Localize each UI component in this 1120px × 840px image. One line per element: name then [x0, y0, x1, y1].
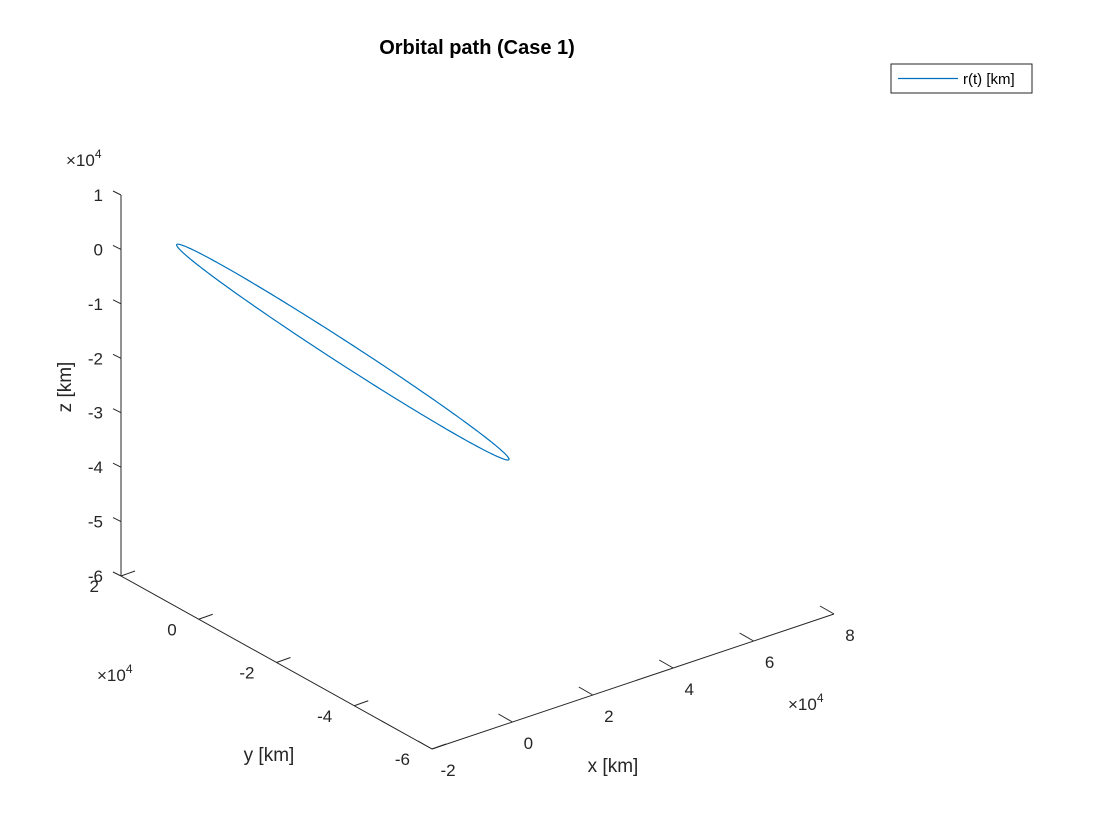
- z-multiplier: ×104: [66, 147, 102, 170]
- z-tick-mark: [112, 244, 122, 250]
- z-tick-mark: [112, 190, 122, 196]
- x-tick-label: 8: [845, 626, 854, 645]
- z-tick-mark: [112, 299, 122, 305]
- y-tick-mark: [276, 657, 291, 663]
- x-tick-label: 2: [604, 707, 613, 726]
- z-tick-mark: [112, 462, 122, 468]
- y-axis-label: y [km]: [244, 745, 295, 766]
- z-tick-label: -3: [88, 404, 103, 423]
- z-axis-label: z [km]: [55, 362, 76, 413]
- x-tick-mark: [658, 659, 674, 669]
- x-tick-label: 0: [524, 734, 533, 753]
- y-tick-mark: [354, 700, 369, 707]
- z-tick-label: 1: [94, 186, 103, 205]
- x-tick-mark: [498, 713, 513, 723]
- x-multiplier: ×104: [788, 691, 824, 714]
- legend-entry-label: r(t) [km]: [963, 71, 1015, 88]
- x-multiplier-base: ×10: [788, 695, 817, 714]
- y-tick-label: 2: [90, 577, 99, 596]
- z-tick-label: -1: [88, 295, 103, 314]
- x-axis-line: [431, 613, 835, 750]
- legend[interactable]: r(t) [km]: [890, 63, 1033, 94]
- y-tick-label: -4: [317, 707, 332, 726]
- z-tick-label: -5: [88, 513, 103, 532]
- y-tick-mark: [198, 613, 213, 620]
- y-multiplier-base: ×10: [97, 666, 126, 685]
- z-tick-mark: [112, 408, 122, 414]
- axes-3d: [120, 195, 835, 750]
- z-tick-mark: [112, 571, 122, 577]
- x-tick-label: 4: [684, 680, 693, 699]
- y-tick-mark: [120, 570, 136, 577]
- x-tick-mark: [739, 632, 754, 642]
- x-multiplier-exponent: 4: [817, 691, 824, 705]
- y-tick-label: 0: [167, 620, 176, 639]
- z-tick-label: 0: [94, 240, 103, 259]
- x-tick-mark: [578, 686, 594, 696]
- z-tick-label: -4: [88, 458, 103, 477]
- y-multiplier-exponent: 4: [126, 662, 133, 676]
- x-tick-label: 6: [765, 653, 774, 672]
- x-tick-mark: [417, 740, 433, 750]
- y-tick-mark: [431, 743, 447, 750]
- z-tick-label: -6: [88, 567, 103, 586]
- x-tick-mark: [819, 605, 835, 615]
- z-tick-label: -2: [88, 349, 103, 368]
- y-tick-label: -6: [395, 750, 410, 769]
- y-tick-label: -2: [239, 664, 254, 683]
- x-axis-label: x [km]: [588, 756, 639, 777]
- z-multiplier-exponent: 4: [95, 147, 102, 161]
- z-tick-mark: [112, 517, 122, 523]
- x-tick-label: -2: [440, 761, 455, 780]
- z-multiplier-base: ×10: [66, 151, 95, 170]
- orbit-series-line: [176, 243, 510, 461]
- y-multiplier: ×104: [97, 662, 133, 685]
- z-tick-mark: [112, 353, 122, 359]
- chart-title: Orbital path (Case 1): [379, 37, 575, 59]
